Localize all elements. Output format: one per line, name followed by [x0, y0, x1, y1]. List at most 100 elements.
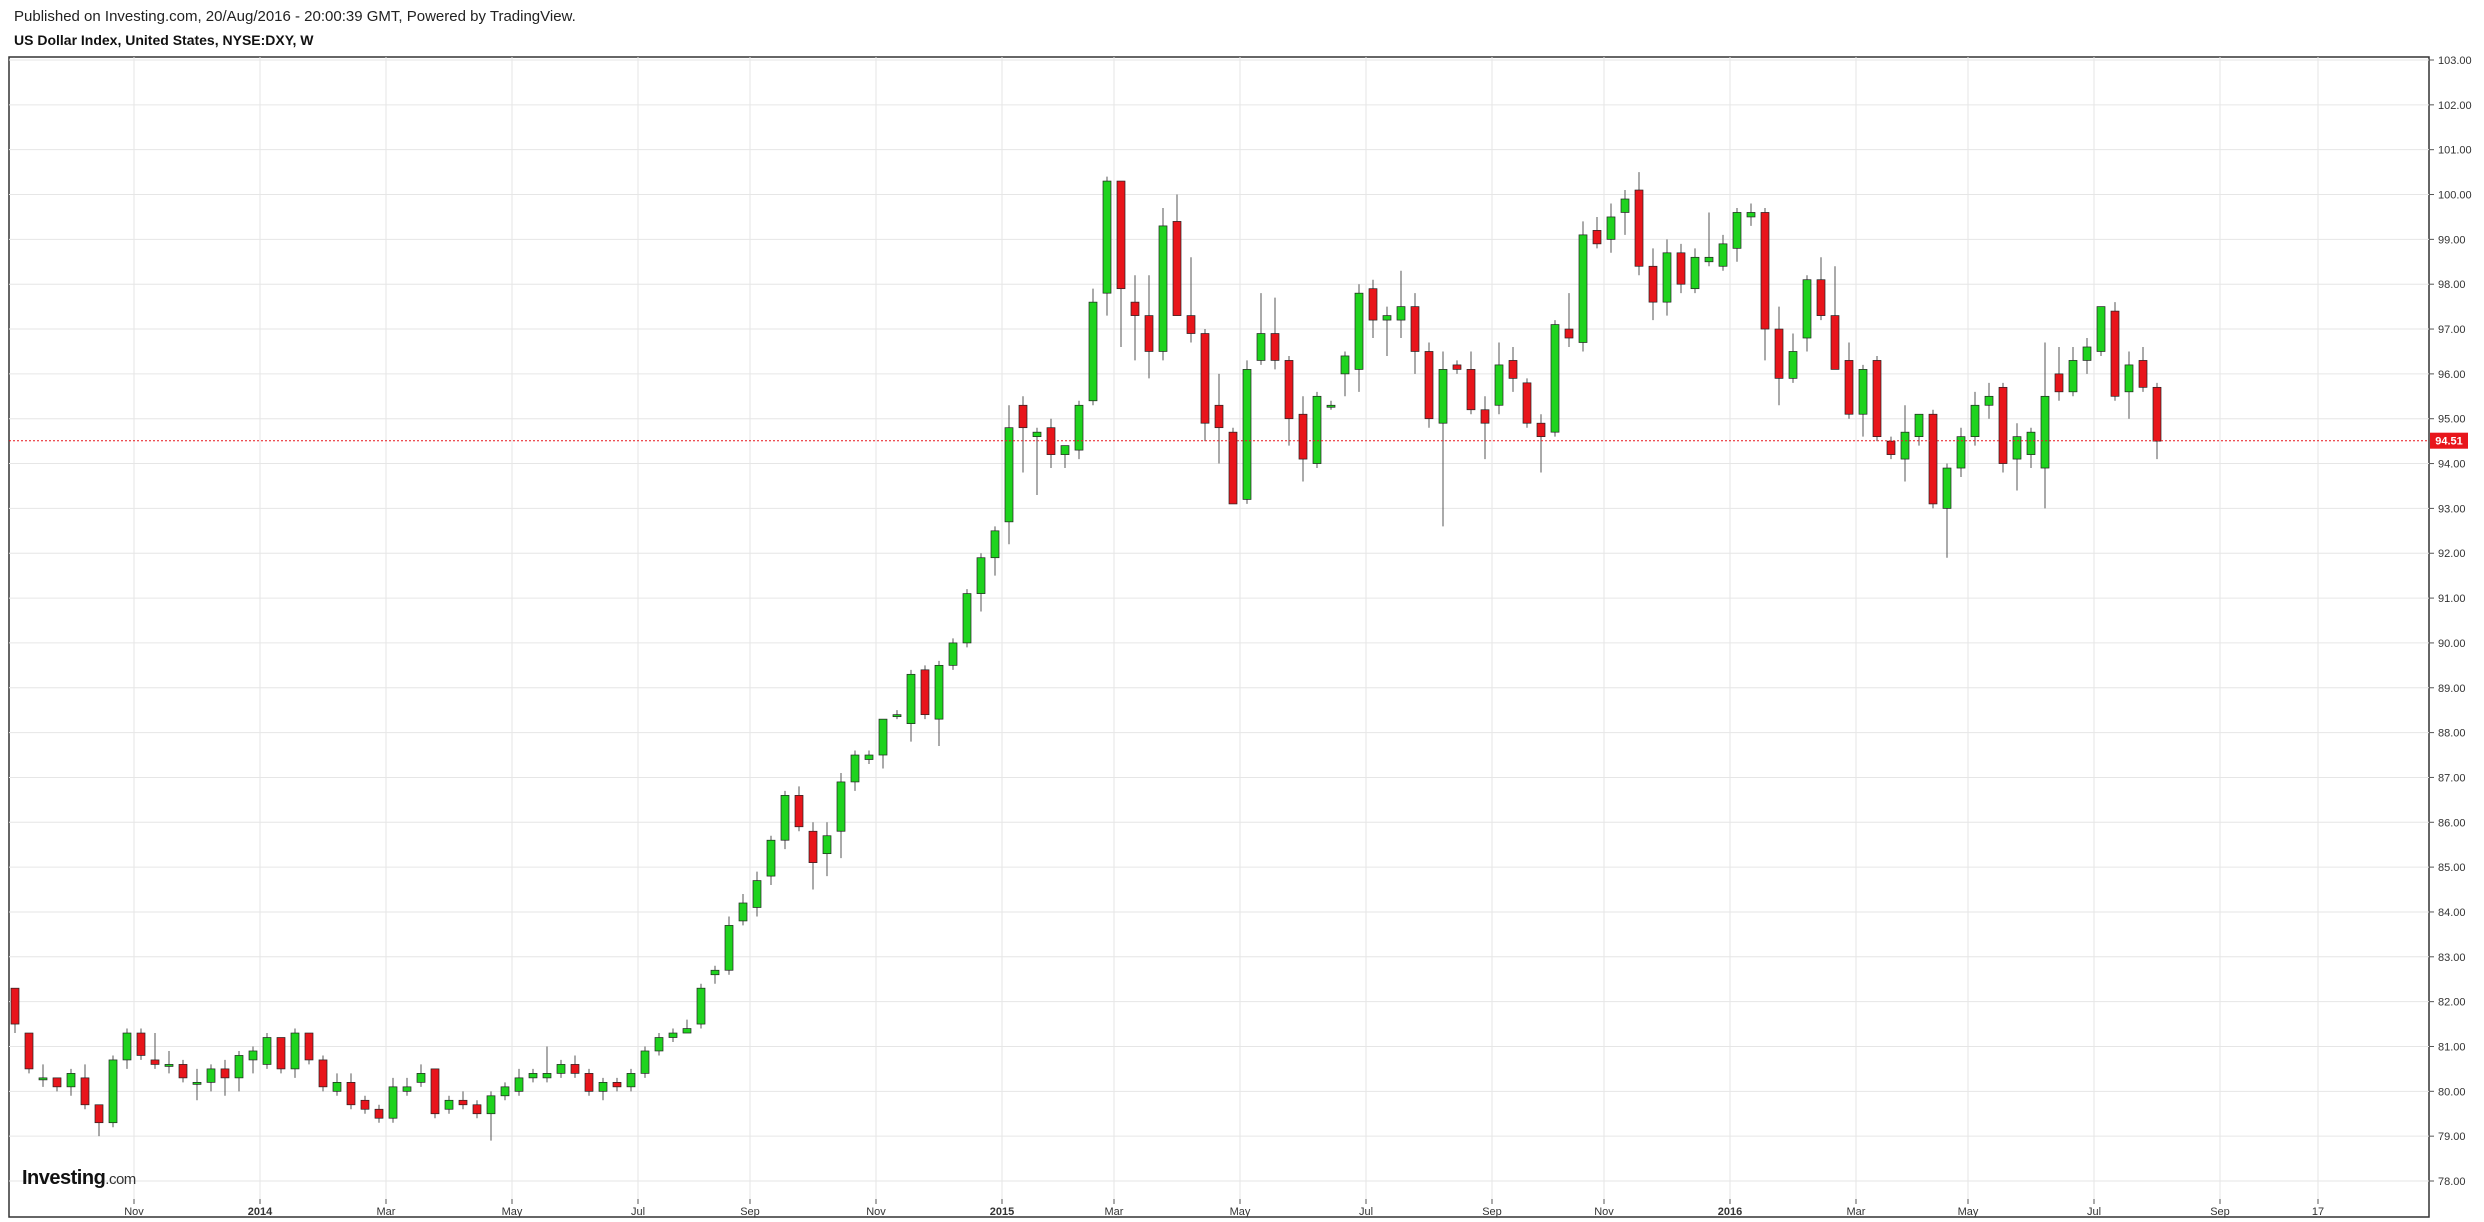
candle[interactable]	[1802, 275, 1812, 352]
candle[interactable]	[458, 1091, 468, 1110]
candle[interactable]	[262, 1033, 272, 1069]
candle[interactable]	[290, 1028, 300, 1078]
candle[interactable]	[1284, 355, 1294, 446]
candle[interactable]	[1732, 207, 1742, 262]
candle[interactable]	[1298, 396, 1308, 482]
candle[interactable]	[738, 894, 748, 926]
candle[interactable]	[24, 1032, 34, 1074]
candle[interactable]	[724, 916, 734, 975]
candle[interactable]	[1578, 221, 1588, 352]
candle[interactable]	[976, 553, 986, 612]
candle[interactable]	[66, 1068, 76, 1096]
candle[interactable]	[136, 1028, 146, 1060]
candle[interactable]	[1942, 463, 1952, 558]
candle[interactable]	[1116, 180, 1126, 347]
candle[interactable]	[444, 1095, 454, 1114]
candle[interactable]	[570, 1055, 580, 1078]
candle[interactable]	[1270, 297, 1280, 370]
candle[interactable]	[948, 638, 958, 670]
candle[interactable]	[1018, 396, 1028, 473]
candle[interactable]	[304, 1032, 314, 1065]
candle[interactable]	[192, 1068, 202, 1101]
candle[interactable]	[1494, 342, 1504, 415]
candle[interactable]	[1816, 257, 1826, 321]
candle[interactable]	[1228, 427, 1238, 505]
candle[interactable]	[150, 1033, 160, 1069]
candle[interactable]	[528, 1068, 538, 1083]
candle[interactable]	[178, 1059, 188, 1083]
candle[interactable]	[346, 1073, 356, 1110]
candle[interactable]	[1326, 400, 1336, 410]
candle[interactable]	[1312, 391, 1322, 469]
candle[interactable]	[164, 1050, 174, 1074]
candle[interactable]	[808, 822, 818, 890]
candle[interactable]	[1438, 351, 1448, 527]
candle[interactable]	[1844, 342, 1854, 419]
candle[interactable]	[556, 1059, 566, 1078]
candle[interactable]	[1718, 234, 1728, 271]
candle[interactable]	[1606, 203, 1616, 253]
candle[interactable]	[220, 1059, 230, 1096]
candle[interactable]	[1396, 270, 1406, 339]
candle[interactable]	[206, 1064, 216, 1092]
candle[interactable]	[2068, 346, 2078, 397]
candle[interactable]	[2040, 342, 2050, 509]
candle[interactable]	[1158, 207, 1168, 361]
candle[interactable]	[374, 1104, 384, 1123]
candle[interactable]	[276, 1037, 286, 1074]
candle[interactable]	[94, 1104, 104, 1137]
candle[interactable]	[2096, 306, 2106, 356]
candle[interactable]	[1662, 239, 1672, 316]
candle[interactable]	[1998, 382, 2008, 473]
candle[interactable]	[318, 1055, 328, 1092]
candle[interactable]	[920, 665, 930, 720]
candle[interactable]	[2138, 346, 2148, 392]
candle[interactable]	[654, 1033, 664, 1056]
candle[interactable]	[1354, 284, 1364, 392]
candle-series[interactable]	[10, 172, 2162, 1141]
candle[interactable]	[1536, 414, 1546, 473]
candle[interactable]	[780, 790, 790, 850]
candle[interactable]	[1200, 329, 1210, 442]
candle[interactable]	[2054, 346, 2064, 401]
candle[interactable]	[1102, 176, 1112, 316]
candle[interactable]	[934, 660, 944, 747]
candle[interactable]	[416, 1064, 426, 1087]
candle[interactable]	[2082, 338, 2092, 374]
candle[interactable]	[626, 1068, 636, 1092]
candle[interactable]	[1774, 306, 1784, 406]
candle[interactable]	[1676, 243, 1686, 294]
candle[interactable]	[1466, 351, 1476, 415]
candle[interactable]	[108, 1055, 118, 1128]
candle[interactable]	[1872, 355, 1882, 442]
candle[interactable]	[360, 1095, 370, 1114]
candle[interactable]	[332, 1073, 342, 1096]
candle[interactable]	[682, 1019, 692, 1034]
candle[interactable]	[514, 1068, 524, 1096]
candle[interactable]	[850, 750, 860, 791]
candle[interactable]	[1788, 333, 1798, 383]
candle[interactable]	[1074, 400, 1084, 460]
candle[interactable]	[1382, 306, 1392, 356]
candle[interactable]	[836, 772, 846, 859]
candle[interactable]	[1046, 418, 1056, 469]
candle[interactable]	[52, 1077, 62, 1092]
candle[interactable]	[1620, 190, 1630, 235]
candle[interactable]	[1032, 427, 1042, 495]
candle[interactable]	[486, 1091, 496, 1141]
candle[interactable]	[1984, 382, 1994, 419]
candle[interactable]	[962, 589, 972, 648]
candle[interactable]	[122, 1028, 132, 1069]
candle[interactable]	[1760, 207, 1770, 361]
candle[interactable]	[1858, 364, 1868, 437]
candle[interactable]	[1886, 436, 1896, 460]
candle[interactable]	[822, 822, 832, 877]
candle[interactable]	[80, 1064, 90, 1110]
candle[interactable]	[584, 1068, 594, 1096]
candle[interactable]	[1452, 360, 1462, 374]
candle[interactable]	[1746, 203, 1756, 226]
candle[interactable]	[1970, 391, 1980, 446]
candle[interactable]	[1242, 360, 1252, 504]
candle[interactable]	[1480, 396, 1490, 460]
candle[interactable]	[752, 871, 762, 917]
